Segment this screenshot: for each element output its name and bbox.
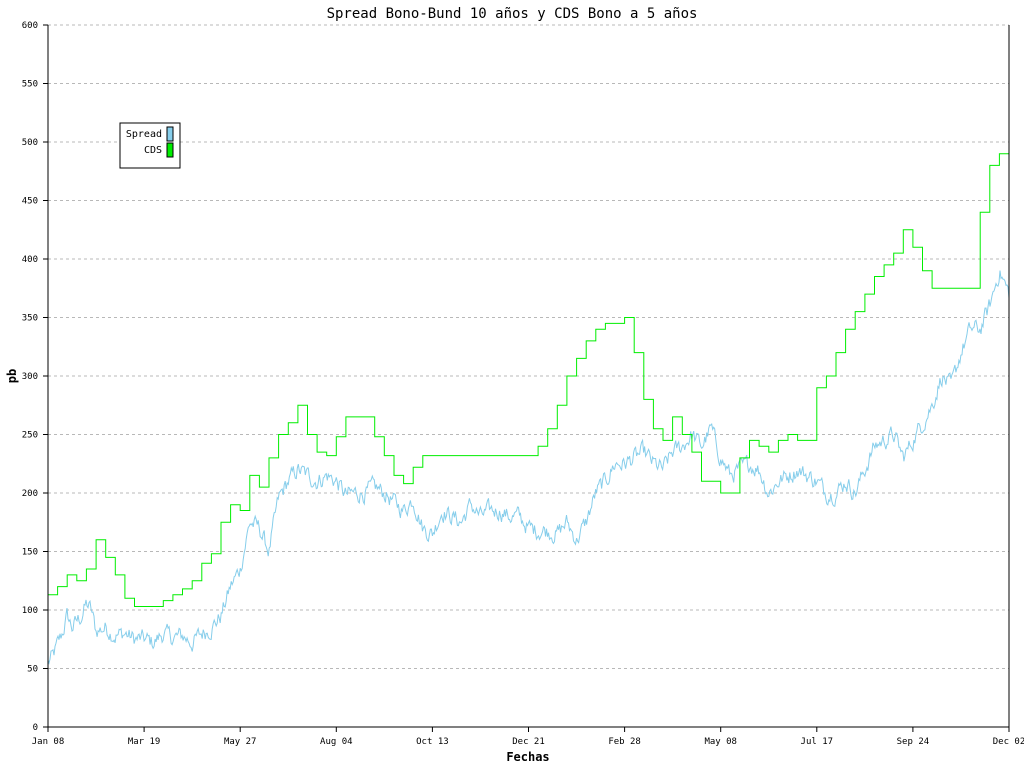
series-line-cds <box>48 153 1010 607</box>
series-layer <box>47 153 1010 665</box>
x-tick-label: Jul 17 <box>801 737 834 747</box>
x-tick-label: Oct 13 <box>416 737 449 747</box>
y-tick-label: 150 <box>22 548 38 558</box>
x-tick-label: Feb 28 <box>608 737 641 747</box>
x-tick-label: May 08 <box>704 737 737 747</box>
legend: Spread CDS <box>119 122 181 169</box>
x-tick-label: Aug 04 <box>320 737 353 747</box>
x-axis-title: Fechas <box>506 750 549 764</box>
chart-title: Spread Bono-Bund 10 años y CDS Bono a 5 … <box>327 6 698 22</box>
y-axis-title: pb <box>5 369 19 383</box>
y-tick-label: 100 <box>22 606 38 616</box>
y-tick-label: 550 <box>22 80 38 90</box>
x-tick-label: Mar 19 <box>128 737 161 747</box>
x-tick-label: Dec 21 <box>512 737 545 747</box>
series-line-spread <box>47 270 1010 665</box>
x-tick-label: May 27 <box>224 737 257 747</box>
x-tick-label: Jan 08 <box>32 737 65 747</box>
y-tick-label: 50 <box>27 665 38 675</box>
y-tick-label: 450 <box>22 197 38 207</box>
y-tick-label: 200 <box>22 489 38 499</box>
y-tick-label: 600 <box>22 21 38 31</box>
y-tick-label: 0 <box>33 723 38 733</box>
y-tick-label: 300 <box>22 372 38 382</box>
grid-layer <box>48 24 1009 669</box>
x-tick-label: Dec 02 <box>993 737 1024 747</box>
y-tick-label: 350 <box>22 314 38 324</box>
legend-label-cds: CDS <box>144 145 162 156</box>
axis-layer: 0 50 100 150 200 250 300 350 400 450 500 550 600 Jan … <box>22 21 1024 747</box>
y-tick-label: 500 <box>22 138 38 148</box>
legend-swatch-spread <box>166 126 174 142</box>
y-tick-label: 400 <box>22 255 38 265</box>
legend-label-spread: Spread <box>126 129 162 140</box>
x-tick-label: Sep 24 <box>897 737 930 747</box>
legend-swatch-cds <box>166 142 174 158</box>
y-tick-label: 250 <box>22 431 38 441</box>
